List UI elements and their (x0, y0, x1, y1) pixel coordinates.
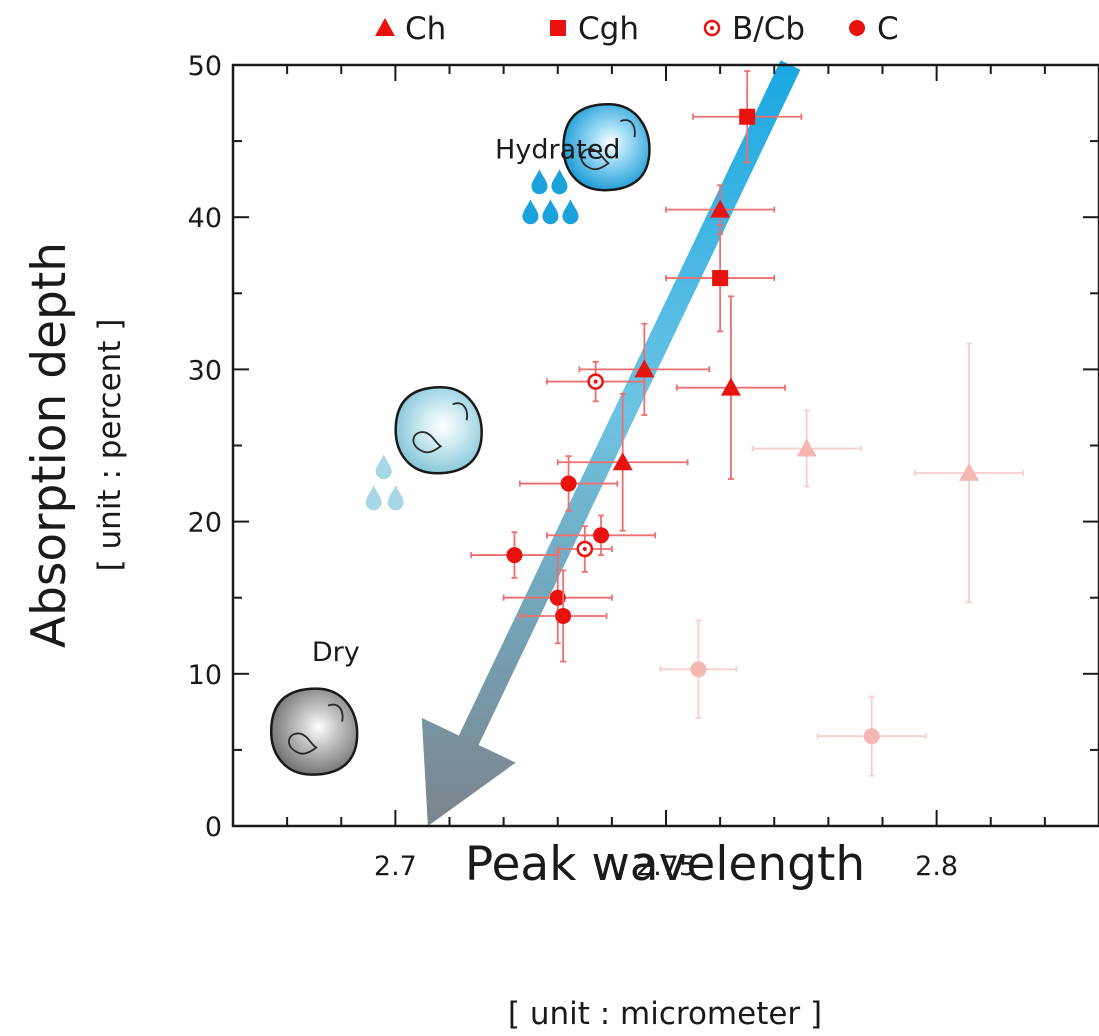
y-tick-label: 30 (188, 355, 222, 386)
marker-c (560, 475, 577, 492)
dry-asteroid-crater-arc (327, 703, 344, 722)
legend-marker-b-cb-center (710, 26, 714, 30)
y-tick-label: 40 (188, 203, 222, 234)
trend-arrow (421, 60, 801, 827)
dry-asteroid-crater (288, 732, 318, 755)
water-drop-icon (542, 199, 559, 225)
water-drop-icon (365, 485, 382, 511)
x-tick-label: 2.75 (636, 851, 696, 882)
water-drop-icon (551, 169, 568, 195)
y-axis-unit: [ unit : percent ] (92, 319, 128, 572)
marker-c (549, 589, 566, 606)
data-point-c-0 (518, 455, 619, 512)
illustration-layer (269, 102, 651, 776)
dry-asteroid-body (269, 687, 359, 776)
legend-marker-ch (375, 18, 395, 36)
hydrated-asteroid-crater-arc (620, 119, 636, 138)
marker-ch (612, 452, 633, 471)
data-point-ch-2 (675, 295, 786, 480)
marker-faded-circle (690, 661, 707, 678)
water-drop-icon (387, 485, 404, 511)
x-axis-unit: [ unit : micrometer ] (508, 996, 822, 1032)
hydrated-asteroid (522, 102, 651, 225)
data-point-b-cb-1 (556, 525, 613, 573)
hydrated-asteroid-body (562, 102, 651, 192)
y-tick-label: 50 (188, 51, 222, 82)
trend-arrow-layer (421, 60, 801, 827)
data-point-c-4 (518, 569, 608, 663)
hydrated-asteroid-crater (580, 148, 611, 171)
marker-ch (710, 199, 731, 218)
data-point-ch-1 (578, 322, 711, 416)
water-drop-icon (375, 454, 392, 480)
legend: Ch Cgh B/Cb C (375, 11, 899, 47)
marker-faded-triangle (959, 462, 980, 481)
data-point-faded-triangle-1 (914, 342, 1025, 604)
marker-faded-triangle (796, 438, 817, 457)
marker-cgh (739, 108, 756, 125)
annotation-dry: Dry (312, 637, 360, 668)
annotation-hydrated: Hydrated (495, 135, 620, 166)
dry-asteroid (269, 687, 359, 776)
data-point-cgh-1 (665, 223, 776, 333)
partly-hydrated-asteroid-crater-arc (452, 402, 468, 421)
legend-marker-c (849, 20, 865, 36)
legend-label-2: B/Cb (732, 11, 805, 47)
y-tick-label: 10 (188, 660, 222, 691)
axes-layer: 2.7 2.75 2.8 0 10 20 30 40 50 (188, 51, 1099, 882)
partly-hydrated-asteroid-body (394, 386, 483, 475)
legend-label-1: Cgh (578, 11, 639, 47)
data-point-c-2 (470, 531, 559, 579)
x-tick-label: 2.7 (374, 851, 417, 882)
marker-ch (634, 359, 655, 378)
marker-c (593, 527, 610, 544)
marker-c (555, 607, 572, 624)
x-tick-label: 2.8 (915, 851, 958, 882)
legend-marker-cgh (550, 20, 566, 36)
water-drop-icon (522, 199, 539, 225)
legend-label-0: Ch (405, 11, 446, 47)
data-points-layer (470, 70, 1025, 777)
marker-c (506, 547, 523, 564)
annotation-layer: Hydrated Dry (312, 135, 621, 668)
marker-b-cb-center (593, 379, 598, 384)
data-point-c-1 (546, 514, 657, 556)
partly-hydrated-asteroid (365, 386, 483, 511)
marker-b-cb-center (582, 546, 587, 551)
data-point-cgh-0 (692, 70, 803, 164)
legend-label-3: C (877, 11, 899, 47)
data-point-faded-circle-0 (659, 619, 738, 719)
y-tick-label: 20 (188, 508, 222, 539)
data-point-c-3 (502, 551, 613, 645)
partly-hydrated-asteroid-crater (412, 431, 443, 454)
x-axis-title: Peak wavelength (465, 837, 865, 892)
marker-cgh (712, 270, 729, 287)
data-point-faded-triangle-0 (751, 409, 862, 488)
marker-ch (720, 377, 741, 396)
marker-faded-circle (863, 728, 880, 745)
data-point-ch-3 (556, 392, 689, 532)
data-point-faded-circle-1 (816, 695, 927, 777)
water-drop-icon (562, 199, 579, 225)
y-axis-title: Absorption depth (22, 242, 77, 648)
data-point-b-cb-0 (546, 360, 646, 403)
water-drop-icon (531, 169, 548, 195)
y-tick-label: 0 (205, 812, 222, 843)
